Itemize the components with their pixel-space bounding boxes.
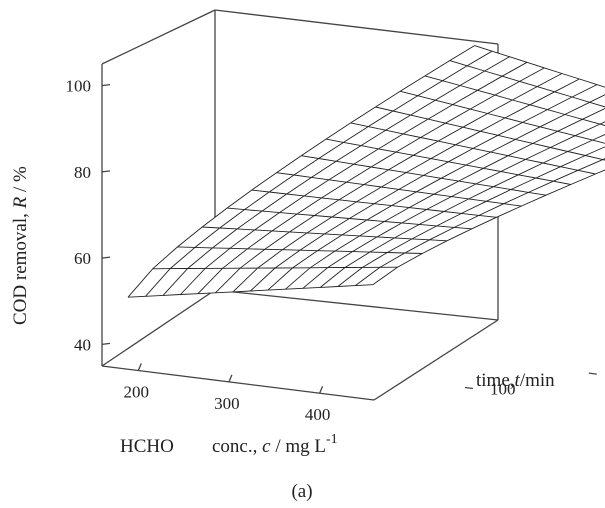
t-tick-mark-200 — [588, 372, 597, 375]
z-tick-mark-80 — [101, 170, 111, 173]
x-axis-label: HCHO — [120, 436, 174, 457]
z-tick-mark-100 — [101, 83, 111, 87]
figure-caption: (a) — [291, 481, 312, 502]
surface-gridline-conc-13 — [355, 158, 605, 286]
surface-gridline-conc-2 — [162, 56, 510, 296]
surface-gridline-conc-9 — [285, 108, 605, 290]
surface-gridline-conc-0 — [127, 45, 475, 298]
axis-ticks: 406080100200300400100200300 — [66, 77, 597, 424]
box-back-vertical-right — [214, 9, 499, 45]
surface-gridline-conc-4 — [197, 67, 545, 295]
t-axis-label: time,t/min — [476, 370, 555, 391]
z-tick-label-40: 40 — [74, 335, 91, 354]
surface-gridline-conc-5 — [215, 73, 563, 294]
surface-gridline-conc-12 — [337, 146, 605, 287]
floor-front-x-axis — [101, 365, 375, 401]
x-axis-label-unit: conc., c / mg L-1 — [212, 432, 338, 457]
x-tick-label-400: 400 — [305, 405, 331, 424]
surface-gridline-conc-7 — [250, 84, 598, 292]
surface-gridline-conc-3 — [180, 61, 528, 295]
box-back-top-left — [101, 9, 216, 65]
x-tick-mark-300 — [228, 374, 233, 383]
floor-front-t-axis — [373, 319, 499, 401]
surface-gridline-conc-1 — [145, 50, 493, 297]
surface-gridline-conc-11 — [320, 133, 605, 288]
x-tick-label-200: 200 — [124, 383, 150, 402]
x-tick-mark-400 — [319, 385, 324, 394]
surface-gridline-conc-6 — [232, 78, 580, 293]
z-tick-label-60: 60 — [74, 249, 91, 268]
z-tick-mark-40 — [101, 342, 111, 346]
z-tick-label-80: 80 — [74, 163, 91, 182]
z-tick-mark-60 — [101, 256, 111, 259]
surface-gridline-conc-10 — [302, 121, 605, 289]
x-tick-label-300: 300 — [214, 394, 240, 413]
z-tick-label-100: 100 — [66, 77, 92, 96]
response-surface — [127, 45, 605, 298]
surface-gridline-conc-14 — [372, 169, 605, 286]
axis-box-floor — [101, 289, 499, 401]
t-tick-mark-100 — [464, 386, 474, 390]
surface-gridline-conc-8 — [267, 94, 605, 291]
floor-right-back — [214, 289, 499, 321]
surface-fill — [128, 45, 605, 298]
z-axis-label: COD removal, R / % — [10, 166, 31, 325]
x-tick-mark-200 — [137, 363, 142, 371]
t-tick-label-100: 100 — [490, 380, 516, 399]
floor-left-back — [101, 289, 216, 367]
